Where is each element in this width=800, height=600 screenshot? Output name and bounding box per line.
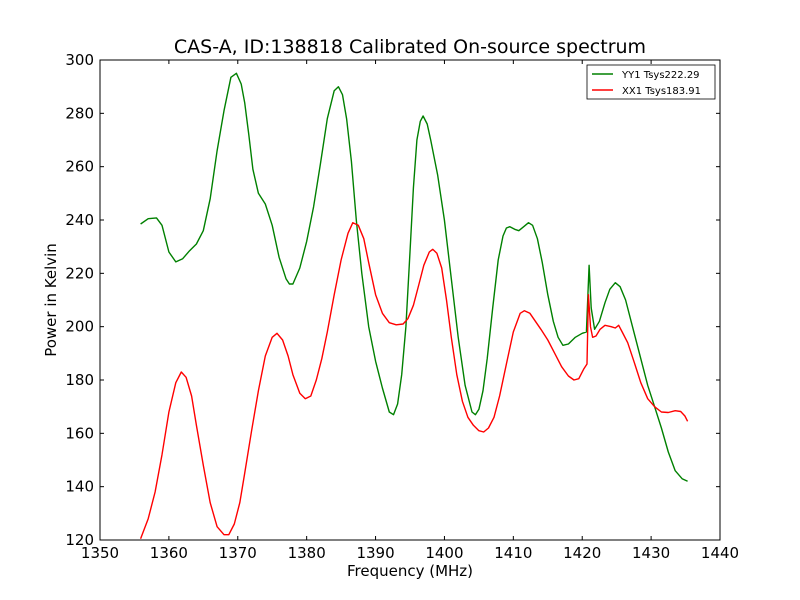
y-tick-label-140: 140 [65,478,94,496]
x-axis-title: Frequency (MHz) [347,562,473,580]
series-line-xx1 [139,221,689,539]
y-axis-title: Power in Kelvin [42,243,60,357]
x-tick-label-1420: 1420 [563,544,601,562]
x-tick-label-1380: 1380 [288,544,326,562]
x-tick-label-1400: 1400 [425,544,463,562]
legend-label-yy1: YY1 Tsys222.29 [621,70,700,81]
x-tick-label-1410: 1410 [494,544,532,562]
series-layer [139,72,689,539]
y-tick-label-200: 200 [65,318,94,336]
x-tick-label-1440: 1440 [701,544,739,562]
plot-area [100,60,720,540]
x-tick-label-1390: 1390 [356,544,394,562]
plot-frame [99,59,721,541]
y-tick-label-240: 240 [65,211,94,229]
legend: YY1 Tsys222.29 XX1 Tsys183.91 [586,64,716,100]
y-tick-label-280: 280 [65,104,94,122]
y-tick-label-220: 220 [65,264,94,282]
y-tick-label-160: 160 [65,424,94,442]
y-tick-label-260: 260 [65,158,94,176]
chart-title: CAS-A, ID:138818 Calibrated On-source sp… [174,36,646,58]
y-tick-label-300: 300 [65,51,94,69]
legend-box [586,64,716,100]
x-tick-label-1360: 1360 [150,544,188,562]
series-line-yy1 [140,72,688,482]
legend-label-xx1: XX1 Tsys183.91 [622,86,701,97]
ticks-layer: 1350 1360 1370 1380 1390 1400 1410 1420 1430 1440… [65,51,739,562]
x-tick-label-1430: 1430 [632,544,670,562]
y-tick-label-120: 120 [65,531,94,549]
x-tick-label-1350: 1350 [81,544,119,562]
x-tick-label-1370: 1370 [219,544,257,562]
y-tick-label-180: 180 [65,371,94,389]
